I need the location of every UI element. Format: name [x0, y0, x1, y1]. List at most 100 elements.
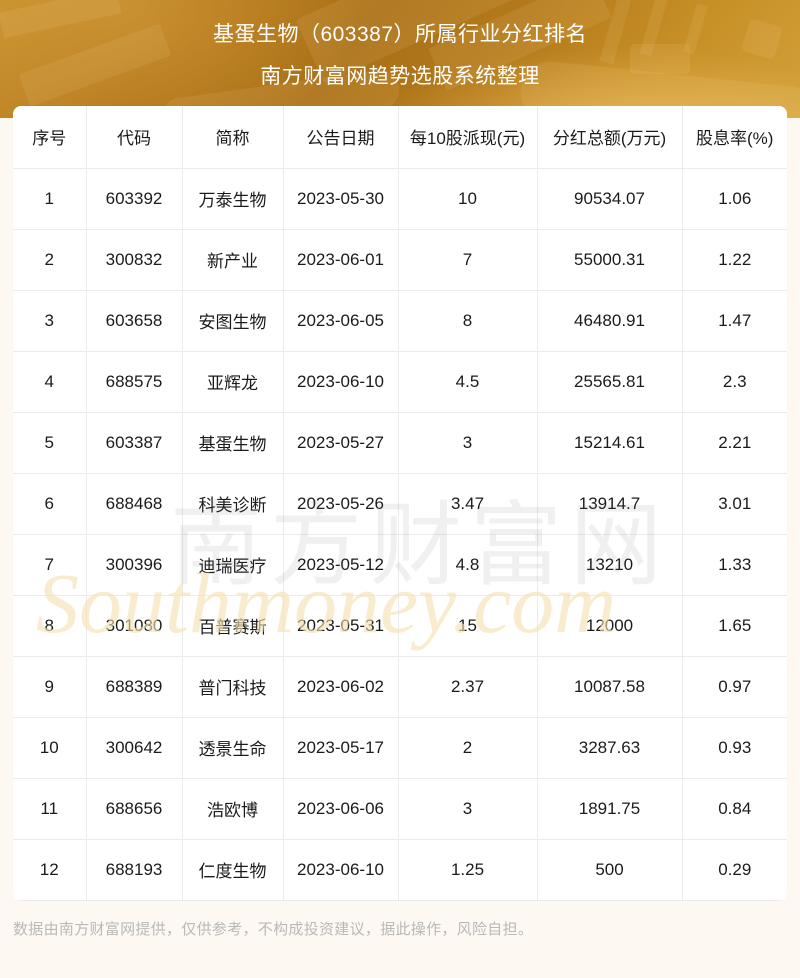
- cell-dividend-yield: 1.47: [682, 290, 787, 352]
- cell-announce-date: 2023-06-10: [283, 839, 399, 901]
- table-row[interactable]: 3 603658 安图生物 2023-06-05 8 46480.91 1.47: [13, 290, 787, 352]
- cell-index: 10: [13, 717, 87, 779]
- cell-index: 7: [13, 534, 87, 596]
- cell-name: 普门科技: [182, 656, 284, 718]
- cell-dividend-yield: 3.01: [682, 473, 787, 535]
- cell-total-dividend: 1891.75: [537, 778, 683, 840]
- cell-dividend-yield: 0.97: [682, 656, 787, 718]
- cell-name: 安图生物: [182, 290, 284, 352]
- cell-code: 603658: [86, 290, 183, 352]
- cell-per-10-shares: 15: [398, 595, 538, 657]
- cell-name: 万泰生物: [182, 168, 284, 230]
- table-row[interactable]: 9 688389 普门科技 2023-06-02 2.37 10087.58 0.97: [13, 656, 787, 718]
- table-header: 序号 代码 简称 公告日期 每10股派现(元) 分红总额(万元) 股息率(%): [13, 106, 787, 169]
- cell-total-dividend: 25565.81: [537, 351, 683, 413]
- table-row[interactable]: 11 688656 浩欧博 2023-06-06 3 1891.75 0.84: [13, 778, 787, 840]
- cell-code: 688575: [86, 351, 183, 413]
- cell-per-10-shares: 4.8: [398, 534, 538, 596]
- column-header-total-dividend: 分红总额(万元): [537, 106, 683, 169]
- table-row[interactable]: 12 688193 仁度生物 2023-06-10 1.25 500 0.29: [13, 839, 787, 901]
- cell-code: 603387: [86, 412, 183, 474]
- cell-total-dividend: 12000: [537, 595, 683, 657]
- cell-announce-date: 2023-06-10: [283, 351, 399, 413]
- table-row[interactable]: 7 300396 迪瑞医疗 2023-05-12 4.8 13210 1.33: [13, 534, 787, 596]
- cell-index: 1: [13, 168, 87, 230]
- table-row[interactable]: 8 301080 百普赛斯 2023-05-31 15 12000 1.65: [13, 595, 787, 657]
- cell-total-dividend: 90534.07: [537, 168, 683, 230]
- table-row[interactable]: 2 300832 新产业 2023-06-01 7 55000.31 1.22: [13, 229, 787, 291]
- cell-dividend-yield: 1.33: [682, 534, 787, 596]
- cell-announce-date: 2023-06-01: [283, 229, 399, 291]
- cell-announce-date: 2023-06-02: [283, 656, 399, 718]
- cell-code: 300396: [86, 534, 183, 596]
- cell-dividend-yield: 1.06: [682, 168, 787, 230]
- cell-total-dividend: 10087.58: [537, 656, 683, 718]
- cell-total-dividend: 46480.91: [537, 290, 683, 352]
- cell-name: 基蛋生物: [182, 412, 284, 474]
- cell-total-dividend: 500: [537, 839, 683, 901]
- cell-announce-date: 2023-05-31: [283, 595, 399, 657]
- cell-dividend-yield: 2.3: [682, 351, 787, 413]
- cell-code: 300832: [86, 229, 183, 291]
- column-header-name: 简称: [182, 106, 284, 169]
- cell-total-dividend: 13914.7: [537, 473, 683, 535]
- cell-name: 科美诊断: [182, 473, 284, 535]
- cell-announce-date: 2023-06-05: [283, 290, 399, 352]
- cell-code: 300642: [86, 717, 183, 779]
- table-row[interactable]: 1 603392 万泰生物 2023-05-30 10 90534.07 1.06: [13, 168, 787, 230]
- cell-total-dividend: 13210: [537, 534, 683, 596]
- banner-title-block: 基蛋生物（603387）所属行业分红排名 南方财富网趋势选股系统整理: [0, 0, 800, 87]
- cell-per-10-shares: 3: [398, 412, 538, 474]
- cell-name: 亚辉龙: [182, 351, 284, 413]
- table-body: 1 603392 万泰生物 2023-05-30 10 90534.07 1.06 2 3008…: [13, 168, 787, 901]
- dividend-ranking-table: 序号 代码 简称 公告日期 每10股派现(元) 分红总额(万元) 股息率(%) …: [13, 106, 787, 901]
- cell-per-10-shares: 3: [398, 778, 538, 840]
- cell-name: 仁度生物: [182, 839, 284, 901]
- cell-index: 4: [13, 351, 87, 413]
- page-title: 基蛋生物（603387）所属行业分红排名: [212, 23, 588, 46]
- cell-index: 6: [13, 473, 87, 535]
- cell-dividend-yield: 0.84: [682, 778, 787, 840]
- cell-name: 透景生命: [182, 717, 284, 779]
- cell-per-10-shares: 4.5: [398, 351, 538, 413]
- cell-name: 迪瑞医疗: [182, 534, 284, 596]
- cell-dividend-yield: 0.29: [682, 839, 787, 901]
- cell-code: 688656: [86, 778, 183, 840]
- cell-code: 688193: [86, 839, 183, 901]
- page-subtitle: 南方财富网趋势选股系统整理: [260, 65, 540, 88]
- cell-index: 11: [13, 778, 87, 840]
- table-row[interactable]: 10 300642 透景生命 2023-05-17 2 3287.63 0.93: [13, 717, 787, 779]
- cell-index: 8: [13, 595, 87, 657]
- table-row[interactable]: 6 688468 科美诊断 2023-05-26 3.47 13914.7 3.01: [13, 473, 787, 535]
- cell-dividend-yield: 1.22: [682, 229, 787, 291]
- cell-total-dividend: 15214.61: [537, 412, 683, 474]
- cell-per-10-shares: 10: [398, 168, 538, 230]
- table-row[interactable]: 4 688575 亚辉龙 2023-06-10 4.5 25565.81 2.3: [13, 351, 787, 413]
- cell-index: 9: [13, 656, 87, 718]
- cell-name: 新产业: [182, 229, 284, 291]
- cell-index: 3: [13, 290, 87, 352]
- dividend-ranking-table-container: 序号 代码 简称 公告日期 每10股派现(元) 分红总额(万元) 股息率(%) …: [13, 106, 787, 901]
- cell-name: 百普赛斯: [182, 595, 284, 657]
- cell-name: 浩欧博: [182, 778, 284, 840]
- cell-index: 5: [13, 412, 87, 474]
- cell-per-10-shares: 3.47: [398, 473, 538, 535]
- cell-dividend-yield: 1.65: [682, 595, 787, 657]
- column-header-announce-date: 公告日期: [283, 106, 399, 169]
- cell-code: 603392: [86, 168, 183, 230]
- cell-code: 301080: [86, 595, 183, 657]
- cell-code: 688468: [86, 473, 183, 535]
- column-header-dividend-yield: 股息率(%): [682, 106, 787, 169]
- cell-dividend-yield: 0.93: [682, 717, 787, 779]
- cell-announce-date: 2023-05-30: [283, 168, 399, 230]
- cell-per-10-shares: 8: [398, 290, 538, 352]
- cell-announce-date: 2023-05-27: [283, 412, 399, 474]
- cell-index: 2: [13, 229, 87, 291]
- cell-total-dividend: 55000.31: [537, 229, 683, 291]
- cell-announce-date: 2023-06-06: [283, 778, 399, 840]
- table-row[interactable]: 5 603387 基蛋生物 2023-05-27 3 15214.61 2.21: [13, 412, 787, 474]
- cell-announce-date: 2023-05-26: [283, 473, 399, 535]
- cell-per-10-shares: 2: [398, 717, 538, 779]
- cell-per-10-shares: 7: [398, 229, 538, 291]
- cell-per-10-shares: 2.37: [398, 656, 538, 718]
